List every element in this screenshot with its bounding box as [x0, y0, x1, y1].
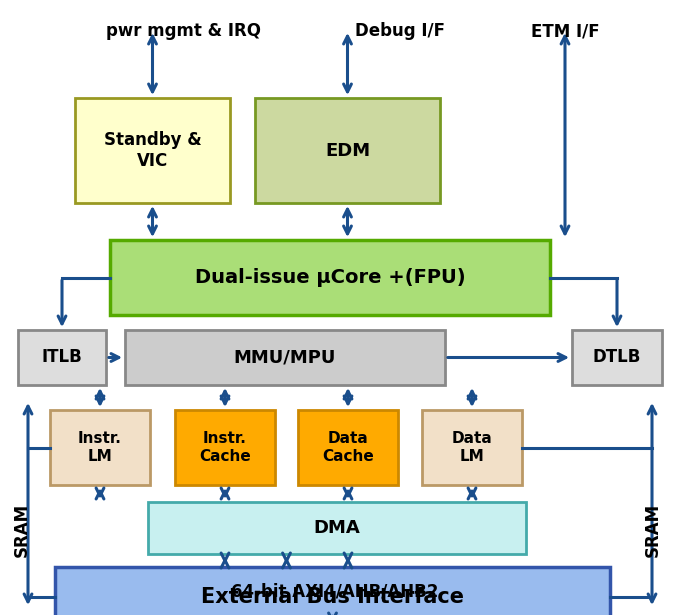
Text: External Bus Interface: External Bus Interface [201, 587, 464, 607]
Text: DTLB: DTLB [593, 349, 641, 367]
FancyBboxPatch shape [422, 410, 522, 485]
FancyBboxPatch shape [298, 410, 398, 485]
Text: Dual-issue μCore +(FPU): Dual-issue μCore +(FPU) [194, 268, 465, 287]
Text: 64-bit AXI4/AHB/AHB2: 64-bit AXI4/AHB/AHB2 [231, 582, 439, 600]
Text: SRAM: SRAM [644, 503, 662, 557]
FancyBboxPatch shape [255, 98, 440, 203]
FancyBboxPatch shape [75, 98, 230, 203]
FancyBboxPatch shape [50, 410, 150, 485]
Text: ITLB: ITLB [41, 349, 82, 367]
FancyBboxPatch shape [55, 567, 610, 615]
Text: Instr.
LM: Instr. LM [78, 431, 122, 464]
Text: MMU/MPU: MMU/MPU [234, 349, 336, 367]
Text: Standby &
VIC: Standby & VIC [103, 131, 201, 170]
Text: Data
LM: Data LM [452, 431, 492, 464]
Text: DMA: DMA [313, 519, 360, 537]
Text: pwr mgmt & IRQ: pwr mgmt & IRQ [105, 22, 260, 40]
FancyBboxPatch shape [18, 330, 106, 385]
FancyBboxPatch shape [572, 330, 662, 385]
Text: Debug I/F: Debug I/F [355, 22, 445, 40]
Text: EDM: EDM [325, 141, 370, 159]
FancyBboxPatch shape [110, 240, 550, 315]
FancyBboxPatch shape [175, 410, 275, 485]
Text: ETM I/F: ETM I/F [530, 22, 599, 40]
FancyBboxPatch shape [125, 330, 445, 385]
Text: Instr.
Cache: Instr. Cache [199, 431, 251, 464]
FancyBboxPatch shape [148, 502, 526, 554]
Text: SRAM: SRAM [13, 503, 31, 557]
Text: Data
Cache: Data Cache [322, 431, 374, 464]
